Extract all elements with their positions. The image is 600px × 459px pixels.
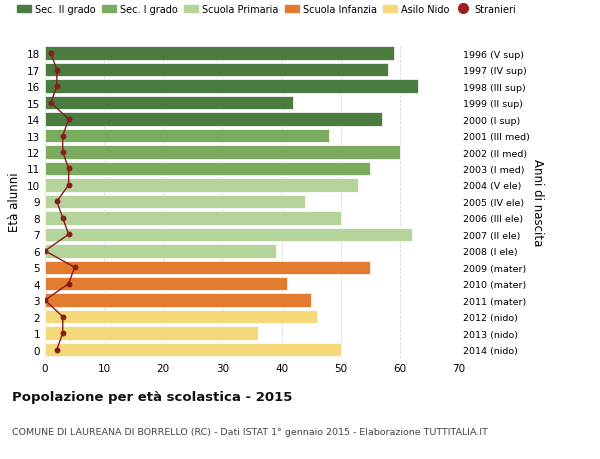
- Bar: [45, 80, 418, 94]
- Bar: [45, 179, 358, 192]
- Bar: [45, 228, 412, 241]
- Bar: [45, 47, 394, 61]
- Point: [58, 215, 68, 222]
- Bar: [45, 294, 311, 307]
- Point: [70, 264, 79, 271]
- Point: [64, 182, 73, 189]
- Point: [64, 231, 73, 239]
- Bar: [45, 327, 258, 340]
- Point: [40, 247, 50, 255]
- Point: [58, 149, 68, 157]
- Legend: Sec. II grado, Sec. I grado, Scuola Primaria, Scuola Infanzia, Asilo Nido, Stran: Sec. II grado, Sec. I grado, Scuola Prim…: [17, 5, 516, 15]
- Point: [52, 346, 62, 353]
- Point: [40, 297, 50, 304]
- Point: [52, 67, 62, 74]
- Point: [58, 133, 68, 140]
- Bar: [45, 195, 305, 209]
- Bar: [45, 64, 388, 77]
- Bar: [45, 343, 341, 357]
- Bar: [45, 146, 400, 159]
- Bar: [45, 310, 317, 324]
- Text: Popolazione per età scolastica - 2015: Popolazione per età scolastica - 2015: [12, 390, 292, 403]
- Bar: [45, 212, 341, 225]
- Point: [46, 100, 56, 107]
- Point: [46, 50, 56, 58]
- Point: [52, 83, 62, 90]
- Bar: [45, 97, 293, 110]
- Bar: [45, 245, 275, 258]
- Bar: [45, 113, 382, 127]
- Bar: [45, 129, 329, 143]
- Point: [58, 330, 68, 337]
- Bar: [45, 277, 287, 291]
- Bar: [45, 162, 370, 176]
- Y-axis label: Età alunni: Età alunni: [8, 172, 22, 232]
- Point: [58, 313, 68, 321]
- Bar: [45, 261, 370, 274]
- Point: [64, 165, 73, 173]
- Y-axis label: Anni di nascita: Anni di nascita: [531, 158, 544, 246]
- Point: [52, 198, 62, 206]
- Point: [64, 280, 73, 288]
- Text: COMUNE DI LAUREANA DI BORRELLO (RC) - Dati ISTAT 1° gennaio 2015 - Elaborazione : COMUNE DI LAUREANA DI BORRELLO (RC) - Da…: [12, 427, 488, 436]
- Point: [64, 116, 73, 123]
